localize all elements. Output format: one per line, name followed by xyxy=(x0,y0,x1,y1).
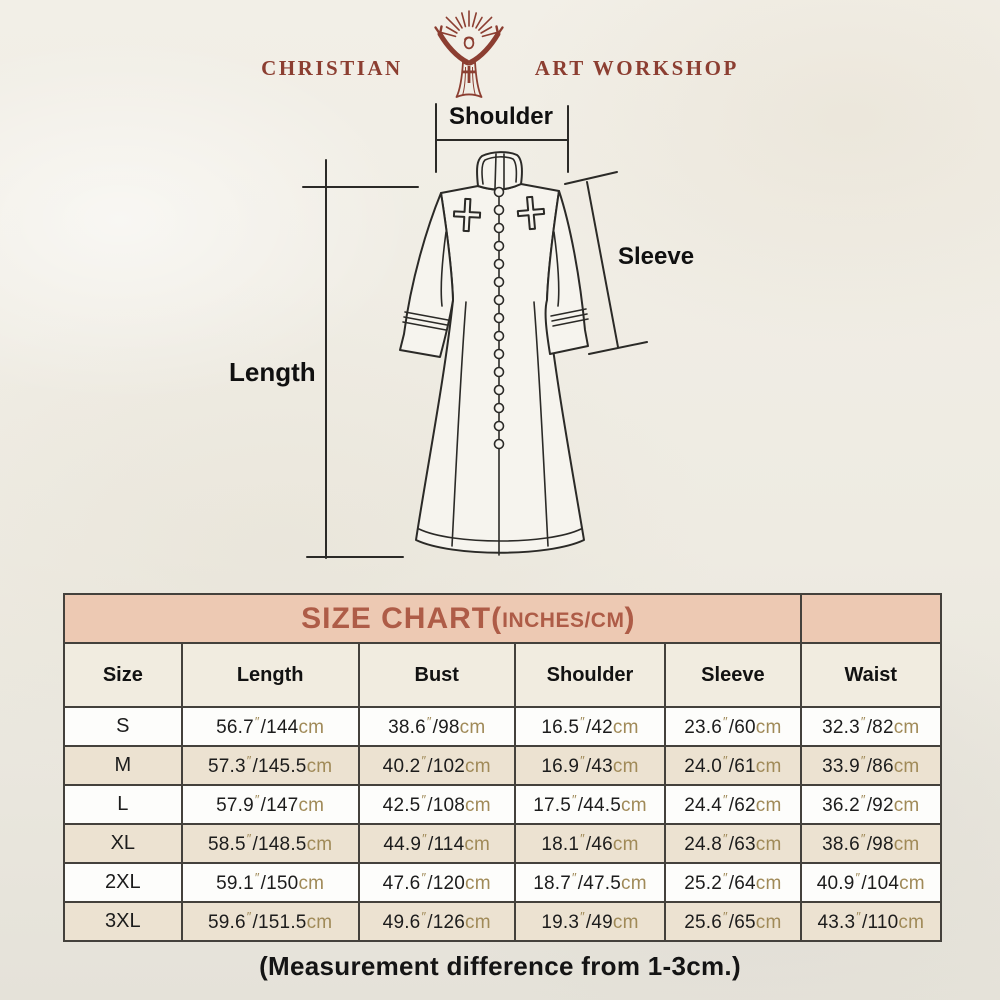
waist-value-cell: 40.9″/104cm xyxy=(801,864,940,901)
column-header-waist: Waist xyxy=(801,644,940,706)
sleeve-value-cell: 23.6″/60cm xyxy=(666,708,800,745)
shoulder-value-cell: 18.7″/47.5cm xyxy=(515,864,665,901)
size-cell: M xyxy=(65,747,181,784)
sleeve-label: Sleeve xyxy=(618,243,695,270)
jesus-figure-icon xyxy=(434,10,504,98)
robe-detail-lines xyxy=(402,153,589,556)
column-header-length: Length xyxy=(182,644,358,706)
measurement-note: (Measurement difference from 1-3cm.) xyxy=(259,951,741,981)
bust-value-cell: 44.9″/114cm xyxy=(359,825,514,862)
sleeve-value-cell: 24.4″/62cm xyxy=(666,786,800,823)
brand-name-right: ART WORKSHOP xyxy=(534,56,739,80)
sleeve-value-cell: 24.8″/63cm xyxy=(666,825,800,862)
column-header-sleeve: Sleeve xyxy=(666,644,800,706)
brand-logo: CHRISTIAN xyxy=(0,10,1000,98)
robe-body-outline xyxy=(399,151,589,554)
column-header-size: Size xyxy=(65,644,181,706)
shoulder-value-cell: 18.1″/46cm xyxy=(515,825,665,862)
shoulder-value-cell: 16.9″/43cm xyxy=(515,747,665,784)
sleeve-value-cell: 25.2″/64cm xyxy=(666,864,800,901)
length-label: Length xyxy=(229,357,316,387)
column-header-bust: Bust xyxy=(359,644,514,706)
title-band-waist-cell xyxy=(801,595,940,642)
waist-value-cell: 32.3″/82cm xyxy=(801,708,940,745)
bust-value-cell: 47.6″/120cm xyxy=(359,864,514,901)
length-value-cell: 56.7″/144cm xyxy=(182,708,358,745)
size-cell: S xyxy=(65,708,181,745)
length-value-cell: 58.5″/148.5cm xyxy=(182,825,358,862)
size-cell: L xyxy=(65,786,181,823)
bust-value-cell: 49.6″/126cm xyxy=(359,903,514,940)
length-value-cell: 59.1″/150cm xyxy=(182,864,358,901)
length-value-cell: 57.3″/145.5cm xyxy=(182,747,358,784)
bust-value-cell: 38.6″/98cm xyxy=(359,708,514,745)
bust-value-cell: 42.5″/108cm xyxy=(359,786,514,823)
size-chart-title-close: ) xyxy=(624,601,636,635)
waist-value-cell: 38.6″/98cm xyxy=(801,825,940,862)
shoulder-value-cell: 16.5″/42cm xyxy=(515,708,665,745)
size-chart-table: SIZE CHART(INCHES/CM) Size Length Bust S… xyxy=(63,593,942,942)
brand-name-left: CHRISTIAN xyxy=(261,56,403,80)
size-chart-units: INCHES/CM xyxy=(502,609,625,632)
waist-value-cell: 36.2″/92cm xyxy=(801,786,940,823)
length-value-cell: 59.6″/151.5cm xyxy=(182,903,358,940)
bust-value-cell: 40.2″/102cm xyxy=(359,747,514,784)
button-row xyxy=(493,186,505,450)
sleeve-value-cell: 24.0″/61cm xyxy=(666,747,800,784)
shoulder-value-cell: 19.3″/49cm xyxy=(515,903,665,940)
size-cell: 3XL xyxy=(65,903,181,940)
column-header-shoulder: Shoulder xyxy=(515,644,665,706)
shoulder-label: Shoulder xyxy=(448,103,553,130)
size-cell: XL xyxy=(65,825,181,862)
chest-cross-icon xyxy=(452,195,546,233)
size-cell: 2XL xyxy=(65,864,181,901)
waist-value-cell: 33.9″/86cm xyxy=(801,747,940,784)
shoulder-value-cell: 17.5″/44.5cm xyxy=(515,786,665,823)
sleeve-value-cell: 25.6″/65cm xyxy=(666,903,800,940)
waist-value-cell: 43.3″/110cm xyxy=(801,903,940,940)
measurement-lines xyxy=(302,103,648,559)
length-value-cell: 57.9″/147cm xyxy=(182,786,358,823)
size-chart-title: SIZE CHART( xyxy=(301,601,503,635)
size-chart-title-band: SIZE CHART(INCHES/CM) xyxy=(65,595,800,642)
